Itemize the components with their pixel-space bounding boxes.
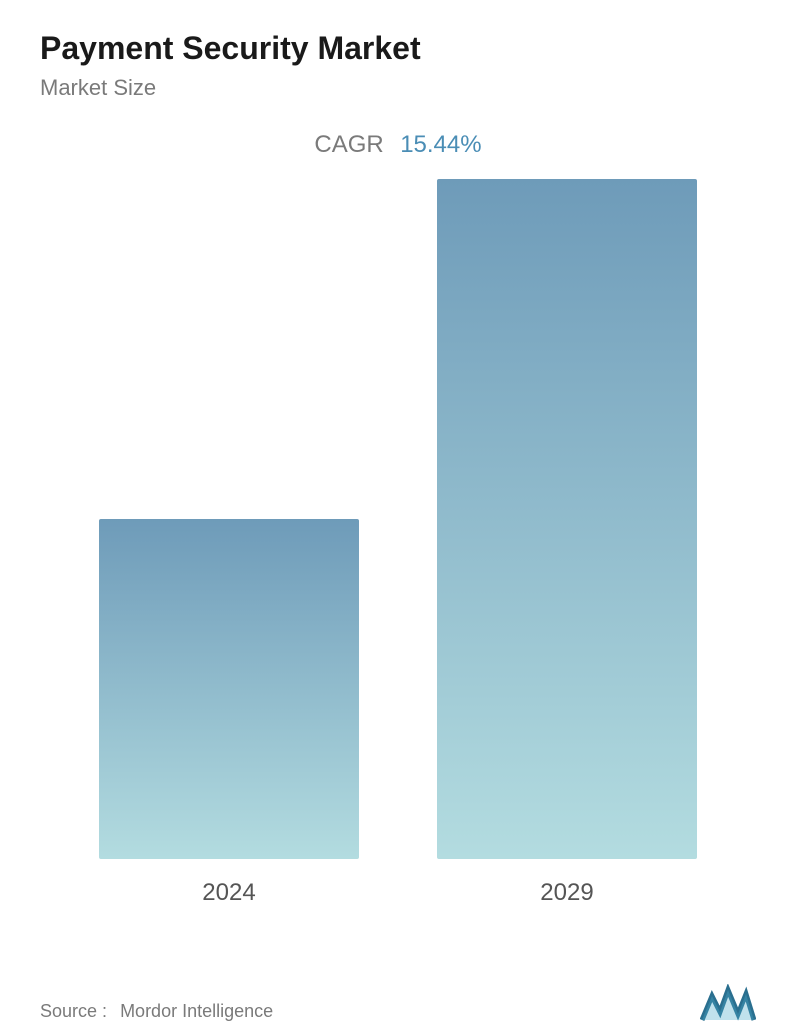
bar-group: 2024 <box>89 519 369 907</box>
chart-title: Payment Security Market <box>40 30 756 67</box>
brand-logo-icon <box>700 984 756 1022</box>
chart-subtitle: Market Size <box>40 75 756 101</box>
bar-chart: 2024 2029 <box>40 187 756 907</box>
footer: Source : Mordor Intelligence <box>40 984 756 1022</box>
bar <box>437 179 697 859</box>
bar-group: 2029 <box>427 179 707 907</box>
source-label: Source : <box>40 1001 107 1021</box>
bar-label: 2029 <box>540 879 593 907</box>
cagr-label: CAGR <box>314 131 383 158</box>
bar-label: 2024 <box>202 879 255 907</box>
cagr-row: CAGR 15.44% <box>40 131 756 159</box>
source-name: Mordor Intelligence <box>120 1001 273 1021</box>
source-line: Source : Mordor Intelligence <box>40 1001 273 1022</box>
cagr-value: 15.44% <box>400 131 481 158</box>
bar <box>99 519 359 859</box>
